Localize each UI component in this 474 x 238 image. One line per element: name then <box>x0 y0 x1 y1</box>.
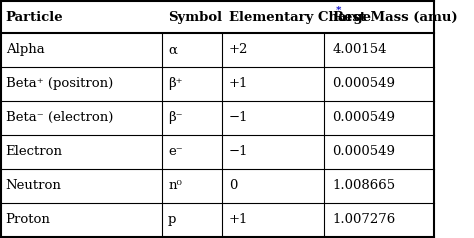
Text: α: α <box>168 43 177 56</box>
Text: Beta⁺ (positron): Beta⁺ (positron) <box>6 77 113 90</box>
Text: −1: −1 <box>228 145 248 158</box>
Text: 1.008665: 1.008665 <box>333 179 396 192</box>
Text: 0.000549: 0.000549 <box>333 145 396 158</box>
Text: 0.000549: 0.000549 <box>333 111 396 124</box>
Text: n⁰: n⁰ <box>168 179 182 192</box>
Text: β⁻: β⁻ <box>168 111 182 124</box>
Text: p: p <box>168 213 176 226</box>
Text: +2: +2 <box>228 43 248 56</box>
Text: *: * <box>336 5 342 15</box>
Text: Particle: Particle <box>6 10 64 24</box>
Text: 0.000549: 0.000549 <box>333 77 396 90</box>
Text: Proton: Proton <box>6 213 51 226</box>
Text: 4.00154: 4.00154 <box>333 43 387 56</box>
Text: Neutron: Neutron <box>6 179 62 192</box>
Text: +1: +1 <box>228 77 248 90</box>
Text: Symbol: Symbol <box>168 10 222 24</box>
Text: Alpha: Alpha <box>6 43 45 56</box>
Text: Electron: Electron <box>6 145 63 158</box>
Text: 0: 0 <box>228 179 237 192</box>
Text: 1.007276: 1.007276 <box>333 213 396 226</box>
Text: e⁻: e⁻ <box>168 145 183 158</box>
Text: +1: +1 <box>228 213 248 226</box>
Text: Rest Mass (amu): Rest Mass (amu) <box>333 10 457 24</box>
Text: Beta⁻ (electron): Beta⁻ (electron) <box>6 111 113 124</box>
Text: β⁺: β⁺ <box>168 77 182 90</box>
Text: −1: −1 <box>228 111 248 124</box>
Text: Elementary Charge: Elementary Charge <box>228 10 371 24</box>
